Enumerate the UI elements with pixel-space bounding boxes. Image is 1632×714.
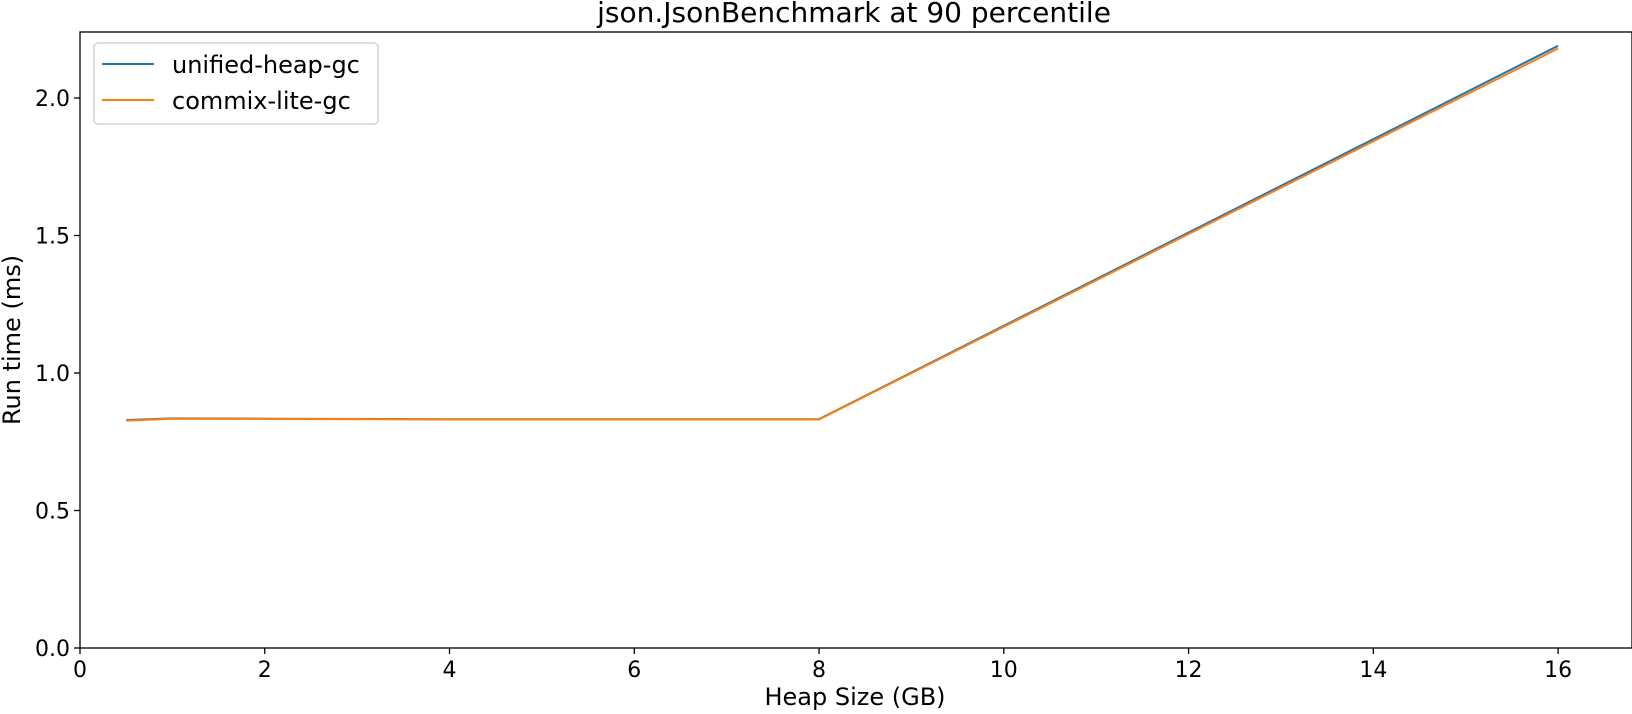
chart-title: json.JsonBenchmark at 90 percentile [596,0,1111,29]
x-tick-label: 14 [1359,658,1387,683]
legend-label-commix-lite-gc: commix-lite-gc [172,87,351,115]
x-tick-label: 6 [627,658,641,683]
x-axis-label: Heap Size (GB) [764,683,945,710]
x-tick-label: 0 [73,658,87,683]
legend-label-unified-heap-gc: unified-heap-gc [172,51,360,79]
x-tick-label: 8 [812,658,826,683]
y-tick-label: 1.5 [35,225,70,250]
x-tick-label: 16 [1544,658,1572,683]
y-tick-label: 0.0 [35,637,70,662]
legend: unified-heap-gc commix-lite-gc [93,42,379,125]
plot-frame [79,31,1632,649]
y-tick-label: 2.0 [35,87,70,112]
plot-lines [126,44,1559,422]
x-axis-ticks: 0 2 4 6 8 10 12 14 16 [73,648,1572,683]
legend-box [93,42,379,125]
x-tick-label: 4 [443,658,457,683]
x-tick-label: 10 [990,658,1018,683]
y-axis-label: Run time (ms) [0,255,26,425]
x-tick-label: 2 [258,658,272,683]
y-tick-label: 0.5 [35,500,70,525]
y-axis-ticks: 0.0 0.5 1.0 1.5 2.0 [35,87,80,662]
x-tick-label: 12 [1175,658,1203,683]
series-line-commix-lite-gc [126,47,1559,422]
y-tick-label: 1.0 [35,362,70,387]
